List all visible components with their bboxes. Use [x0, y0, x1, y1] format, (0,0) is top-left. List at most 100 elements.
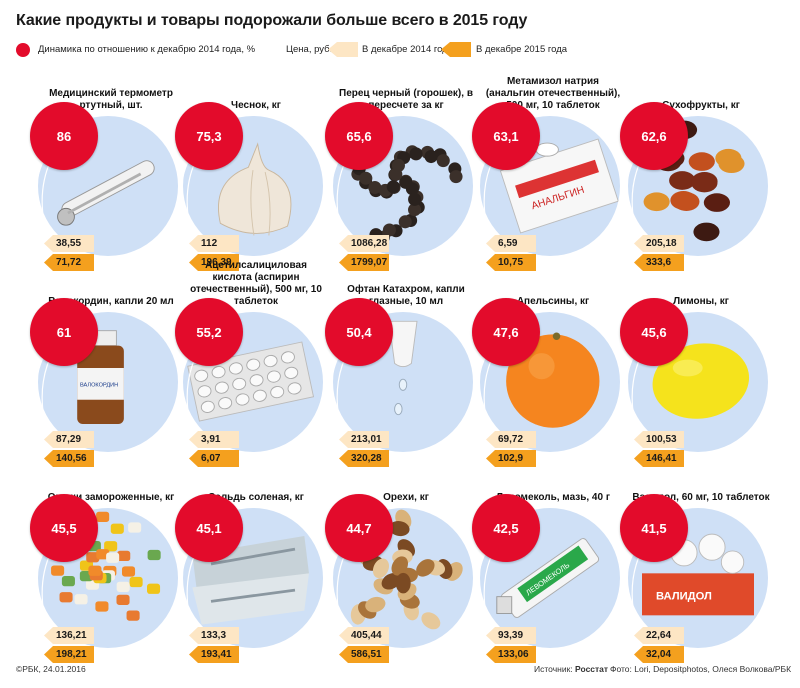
product-card: Офтан Катахром, капли глазные, 10 мл 50,…	[325, 268, 481, 467]
price-dec-2015: 320,28	[339, 450, 389, 467]
price-dec-2014: 136,21	[44, 627, 94, 644]
thermometer-icon	[57, 160, 155, 226]
product-card: Овощи замороженные, кг 45,5 136,21 198,2…	[30, 464, 186, 663]
dec2015-legend-marker	[441, 42, 471, 57]
price-dec-2015: 193,41	[189, 646, 239, 663]
product-card: Лимоны, кг 45,6 100,53 146,41	[620, 268, 776, 467]
product-name: Овощи замороженные, кг	[47, 492, 175, 503]
price-dec-2015: 1799,07	[339, 254, 389, 271]
price-dec-2014: 205,18	[634, 235, 684, 252]
dynamics-badge: 47,6	[472, 298, 540, 366]
product-card: Медицинский термометр ртутный, шт. 86 38…	[30, 72, 186, 271]
product-card: Сухофрукты, кг 62,6 205,18 333,6	[620, 72, 776, 271]
price-dec-2014: 22,64	[634, 627, 684, 644]
price-dec-2015: 198,21	[44, 646, 94, 663]
dynamics-badge: 63,1	[472, 102, 540, 170]
price-dec-2014: 87,29	[44, 431, 94, 448]
product-name: Ацетилсалициловая кислота (аспирин отече…	[190, 260, 322, 307]
dynamics-badge: 45,6	[620, 298, 688, 366]
dynamics-badge: 75,3	[175, 102, 243, 170]
price-dec-2015: 133,06	[486, 646, 536, 663]
product-card: Орехи, кг 44,7 405,44 586,51	[325, 464, 481, 663]
product-card: Перец черный (горошек), в пересчете за к…	[325, 72, 481, 271]
price-dec-2015: 586,51	[339, 646, 389, 663]
product-name: Медицинский термометр ртутный, шт.	[49, 88, 173, 111]
legend: Динамика по отношению к декабрю 2014 год…	[16, 42, 786, 58]
product-name: Офтан Катахром, капли глазные, 10 мл	[347, 284, 465, 307]
orange-icon	[506, 332, 600, 428]
price-dec-2015: 333,6	[634, 254, 684, 271]
price-dec-2014: 3,91	[189, 431, 239, 448]
dynamics-badge: 62,6	[620, 102, 688, 170]
photo-credits: Фото: Lori, Depositphotos, Олеся Волкова…	[610, 664, 792, 674]
price-dec-2015: 32,04	[634, 646, 684, 663]
product-name: Валокордин, капли 20 мл	[48, 296, 174, 307]
dynamics-badge: 50,4	[325, 298, 393, 366]
price-dec-2014: 93,39	[486, 627, 536, 644]
dried-fruit-icon	[643, 120, 745, 242]
garlic-icon	[218, 142, 292, 236]
product-card: Валидол, 60 мг, 10 таблеток ВАЛИДОЛ 41,5…	[620, 464, 776, 663]
price-dec-2014: 6,59	[486, 235, 536, 252]
price-dec-2014: 405,44	[339, 627, 389, 644]
peppercorn-icon	[349, 125, 463, 244]
product-name: Левомеколь, мазь, 40 г	[495, 492, 610, 503]
ointment-tube-icon: ЛЕВОМЕКОЛЬ	[496, 538, 600, 618]
product-card: Сельдь соленая, кг 45,1 133,3 193,41	[175, 464, 331, 663]
product-name: Валидол, 60 мг, 10 таблеток	[632, 492, 770, 503]
product-card: Валокордин, капли 20 мл ВАЛОКОРДИН 61 87…	[30, 268, 186, 467]
product-name: Орехи, кг	[383, 492, 429, 503]
price-dec-2014: 213,01	[339, 431, 389, 448]
tablets-icon: ВАЛИДОЛ	[642, 533, 754, 616]
product-name: Лимоны, кг	[673, 296, 729, 307]
price-dec-2014: 133,3	[189, 627, 239, 644]
product-name: Метамизол натрия (анальгин отечественный…	[485, 76, 621, 111]
price-dec-2015: 10,75	[486, 254, 536, 271]
price-dec-2015: 102,9	[486, 450, 536, 467]
dynamics-badge: 42,5	[472, 494, 540, 562]
price-dec-2015: 140,56	[44, 450, 94, 467]
price-legend-label: Цена, руб.	[286, 44, 333, 55]
page-title: Какие продукты и товары подорожали больш…	[16, 12, 528, 29]
dynamics-badge: 65,6	[325, 102, 393, 170]
lemon-icon	[652, 343, 750, 419]
product-name: Перец черный (горошек), в пересчете за к…	[339, 88, 473, 111]
pill-box-icon: АНАЛЬГИН	[499, 138, 619, 234]
dynamics-legend-marker	[16, 43, 30, 57]
product-card: Ацетилсалициловая кислота (аспирин отече…	[175, 260, 331, 467]
product-name: Сухофрукты, кг	[662, 100, 740, 111]
svg-text:ВАЛОКОРДИН: ВАЛОКОРДИН	[80, 383, 118, 389]
dynamics-badge: 55,2	[175, 298, 243, 366]
dec2014-legend-marker	[328, 42, 358, 57]
product-name: Апельсины, кг	[516, 296, 590, 307]
price-dec-2014: 38,55	[44, 235, 94, 252]
source-label: Источник:	[534, 664, 573, 674]
product-card: Левомеколь, мазь, 40 г ЛЕВОМЕКОЛЬ 42,5 9…	[472, 464, 628, 663]
product-card: Апельсины, кг 47,6 69,72 102,9	[472, 268, 628, 467]
copyright: ©РБК, 24.01.2016	[16, 664, 86, 674]
price-dec-2015: 196,39	[189, 254, 239, 271]
product-card: Чеснок, кг 75,3 112 196,39	[175, 72, 331, 271]
dynamics-badge: 45,1	[175, 494, 243, 562]
price-dec-2014: 100,53	[634, 431, 684, 448]
dec2014-legend-label: В декабре 2014 года	[362, 44, 454, 55]
frozen-vegetables-icon	[51, 511, 161, 621]
source: Источник: Росстат	[534, 664, 608, 674]
source-name: Росстат	[575, 664, 609, 674]
product-name: Чеснок, кг	[231, 100, 281, 111]
dynamics-legend-label: Динамика по отношению к декабрю 2014 год…	[38, 44, 256, 55]
price-dec-2015: 146,41	[634, 450, 684, 467]
eye-drops-icon	[388, 320, 418, 416]
dynamics-badge: 41,5	[620, 494, 688, 562]
price-dec-2014: 1086,28	[339, 235, 389, 252]
dynamics-badge: 86	[30, 102, 98, 170]
price-dec-2015: 71,72	[44, 254, 94, 271]
price-dec-2014: 112	[189, 235, 239, 252]
dec2015-legend-label: В декабре 2015 года	[476, 44, 568, 55]
product-name: Сельдь соленая, кг	[208, 492, 304, 503]
dynamics-badge: 44,7	[325, 494, 393, 562]
price-dec-2015: 6,07	[189, 450, 239, 467]
dynamics-badge: 61	[30, 298, 98, 366]
price-dec-2014: 69,72	[486, 431, 536, 448]
dynamics-badge: 45,5	[30, 494, 98, 562]
